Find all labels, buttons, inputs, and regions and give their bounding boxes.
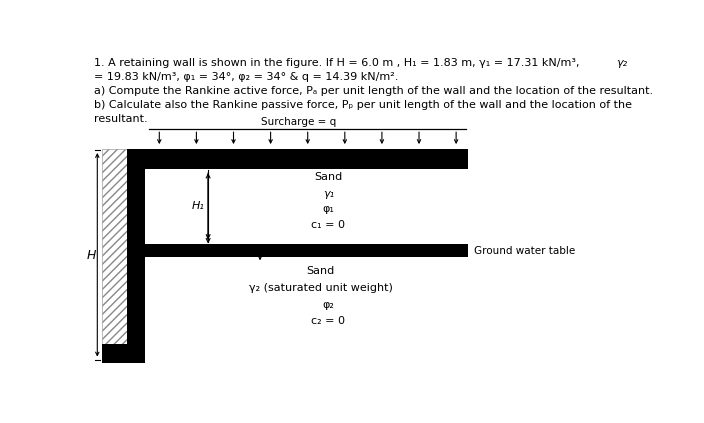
Text: resultant.: resultant. <box>94 114 148 124</box>
Text: H₁: H₁ <box>191 201 204 212</box>
Text: 1. A retaining wall is shown in the figure. If H = 6.0 m , H₁ = 1.83 m, γ₁ = 17.: 1. A retaining wall is shown in the figu… <box>94 58 579 69</box>
Text: γ₂: γ₂ <box>616 58 627 69</box>
Text: Sand: Sand <box>306 266 334 276</box>
Text: c₂ = 0: c₂ = 0 <box>311 316 345 326</box>
Bar <box>102 148 127 344</box>
Bar <box>127 148 145 363</box>
Text: φ₁: φ₁ <box>322 204 334 214</box>
Bar <box>102 344 145 363</box>
Text: = 19.83 kN/m³, φ₁ = 34°, φ₂ = 34° & q = 14.39 kN/m².: = 19.83 kN/m³, φ₁ = 34°, φ₂ = 34° & q = … <box>94 72 398 82</box>
Bar <box>127 148 467 169</box>
Text: a) Compute the Rankine active force, Pₐ per unit length of the wall and the loca: a) Compute the Rankine active force, Pₐ … <box>94 86 653 96</box>
Bar <box>127 244 467 257</box>
Text: φ₂: φ₂ <box>322 300 334 310</box>
Text: γ₂ (saturated unit weight): γ₂ (saturated unit weight) <box>249 283 392 293</box>
Text: H: H <box>87 249 96 262</box>
Text: b) Calculate also the Rankine passive force, Pₚ per unit length of the wall and : b) Calculate also the Rankine passive fo… <box>94 100 632 110</box>
Text: Ground water table: Ground water table <box>474 246 575 255</box>
Text: Sand: Sand <box>314 172 342 182</box>
Text: c₁ = 0: c₁ = 0 <box>311 220 345 230</box>
Text: Surcharge = q: Surcharge = q <box>261 117 337 127</box>
Text: γ₁: γ₁ <box>322 189 334 199</box>
